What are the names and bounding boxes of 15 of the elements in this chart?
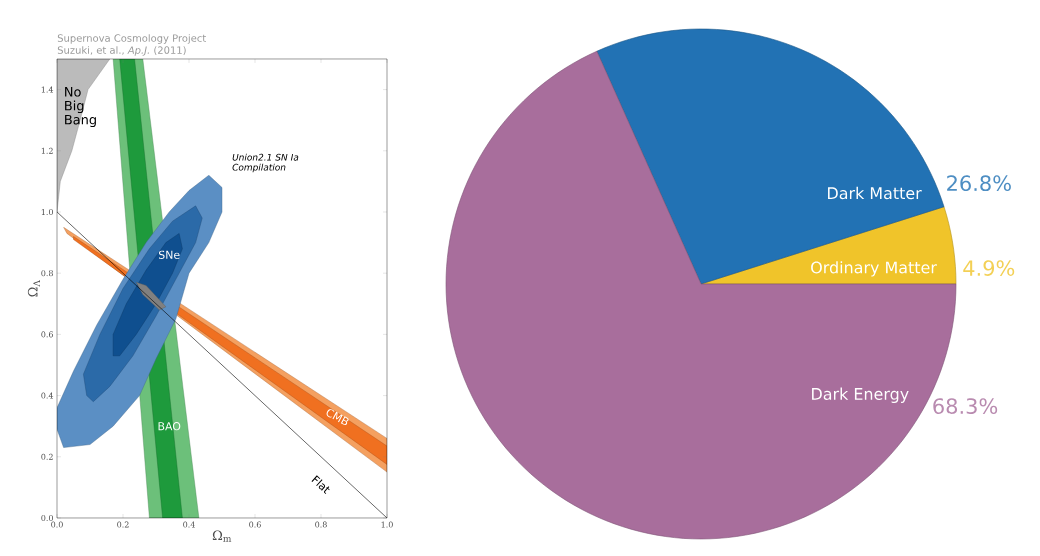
data-label: 26.8% — [947, 175, 1011, 192]
data-label: 4.9% — [963, 260, 1015, 276]
y-axis-title: Ω$_{Λ}$ — [27, 280, 40, 297]
slice-label: Dark Matter — [828, 186, 922, 200]
slice-label: Dark Energy — [812, 387, 909, 404]
chart-title: Supernova Cosmology Project — [57, 34, 206, 44]
annotation: No Big Bang — [65, 86, 96, 128]
annotation: CMB — [326, 409, 349, 426]
annotation: Union2.1 SN Ia Compilation — [232, 153, 299, 173]
annotation: BAO — [158, 422, 181, 431]
slice-label: Ordinary Matter — [811, 261, 937, 277]
annotation: SNe — [158, 250, 180, 259]
chart-subtitle: Suzuki, et al., Ap.J. (2011) — [57, 46, 186, 56]
x-axis-title: Ω$_{m}$ — [212, 530, 232, 542]
data-label: 68.3% — [933, 398, 998, 415]
